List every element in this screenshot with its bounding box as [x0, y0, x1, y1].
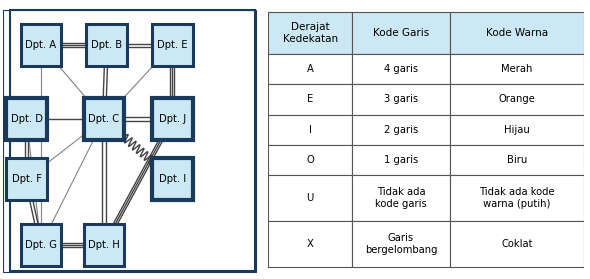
Bar [450, 84, 584, 115]
Bar [352, 12, 450, 54]
Text: Dpt. B: Dpt. B [91, 40, 122, 50]
Text: Dpt. I: Dpt. I [159, 174, 186, 184]
Text: X: X [307, 239, 314, 249]
Text: A: A [307, 64, 314, 74]
Text: Kode Warna: Kode Warna [486, 28, 548, 38]
Text: Tidak ada kode
warna (putih): Tidak ada kode warna (putih) [479, 187, 555, 209]
Bar [352, 145, 450, 175]
FancyBboxPatch shape [84, 223, 124, 266]
Text: Orange: Orange [499, 95, 536, 104]
Bar [268, 115, 352, 145]
FancyBboxPatch shape [6, 98, 47, 140]
FancyBboxPatch shape [21, 24, 61, 66]
Text: I: I [309, 125, 312, 135]
Bar [352, 84, 450, 115]
Text: Dpt. C: Dpt. C [88, 114, 120, 124]
Text: Coklat: Coklat [502, 239, 533, 249]
FancyBboxPatch shape [152, 158, 193, 200]
Text: Kode Garis: Kode Garis [373, 28, 429, 38]
Text: Tidak ada
kode garis: Tidak ada kode garis [375, 187, 427, 209]
FancyBboxPatch shape [6, 158, 47, 200]
Text: Dpt. A: Dpt. A [25, 40, 57, 50]
Text: Dpt. J: Dpt. J [159, 114, 186, 124]
FancyBboxPatch shape [84, 98, 124, 140]
Bar [268, 12, 352, 54]
Bar [450, 115, 584, 145]
Bar [450, 221, 584, 267]
Bar [268, 84, 352, 115]
Bar [352, 54, 450, 84]
Text: 4 garis: 4 garis [384, 64, 418, 74]
FancyBboxPatch shape [21, 223, 61, 266]
Text: Merah: Merah [502, 64, 533, 74]
Text: Dpt. D: Dpt. D [11, 114, 42, 124]
FancyBboxPatch shape [152, 98, 193, 140]
Bar [450, 145, 584, 175]
Text: Derajat
Kedekatan: Derajat Kedekatan [283, 22, 338, 44]
Bar [268, 54, 352, 84]
Text: O: O [306, 155, 314, 165]
Text: 1 garis: 1 garis [384, 155, 418, 165]
Text: U: U [307, 193, 314, 203]
Text: Hijau: Hijau [504, 125, 530, 135]
Text: Biru: Biru [507, 155, 527, 165]
Bar [450, 175, 584, 221]
Text: Dpt. F: Dpt. F [12, 174, 41, 184]
Bar [450, 54, 584, 84]
Bar [352, 175, 450, 221]
Bar [268, 221, 352, 267]
Bar [352, 221, 450, 267]
FancyBboxPatch shape [152, 24, 193, 66]
Bar [450, 12, 584, 54]
Text: 2 garis: 2 garis [384, 125, 418, 135]
Text: E: E [307, 95, 313, 104]
Bar [268, 145, 352, 175]
Bar [352, 115, 450, 145]
FancyBboxPatch shape [86, 24, 127, 66]
Text: Dpt. H: Dpt. H [88, 240, 120, 250]
Text: 3 garis: 3 garis [384, 95, 418, 104]
Text: Garis
bergelombang: Garis bergelombang [365, 233, 437, 255]
Text: Dpt. G: Dpt. G [25, 240, 57, 250]
Bar [268, 175, 352, 221]
Text: Dpt. E: Dpt. E [157, 40, 188, 50]
